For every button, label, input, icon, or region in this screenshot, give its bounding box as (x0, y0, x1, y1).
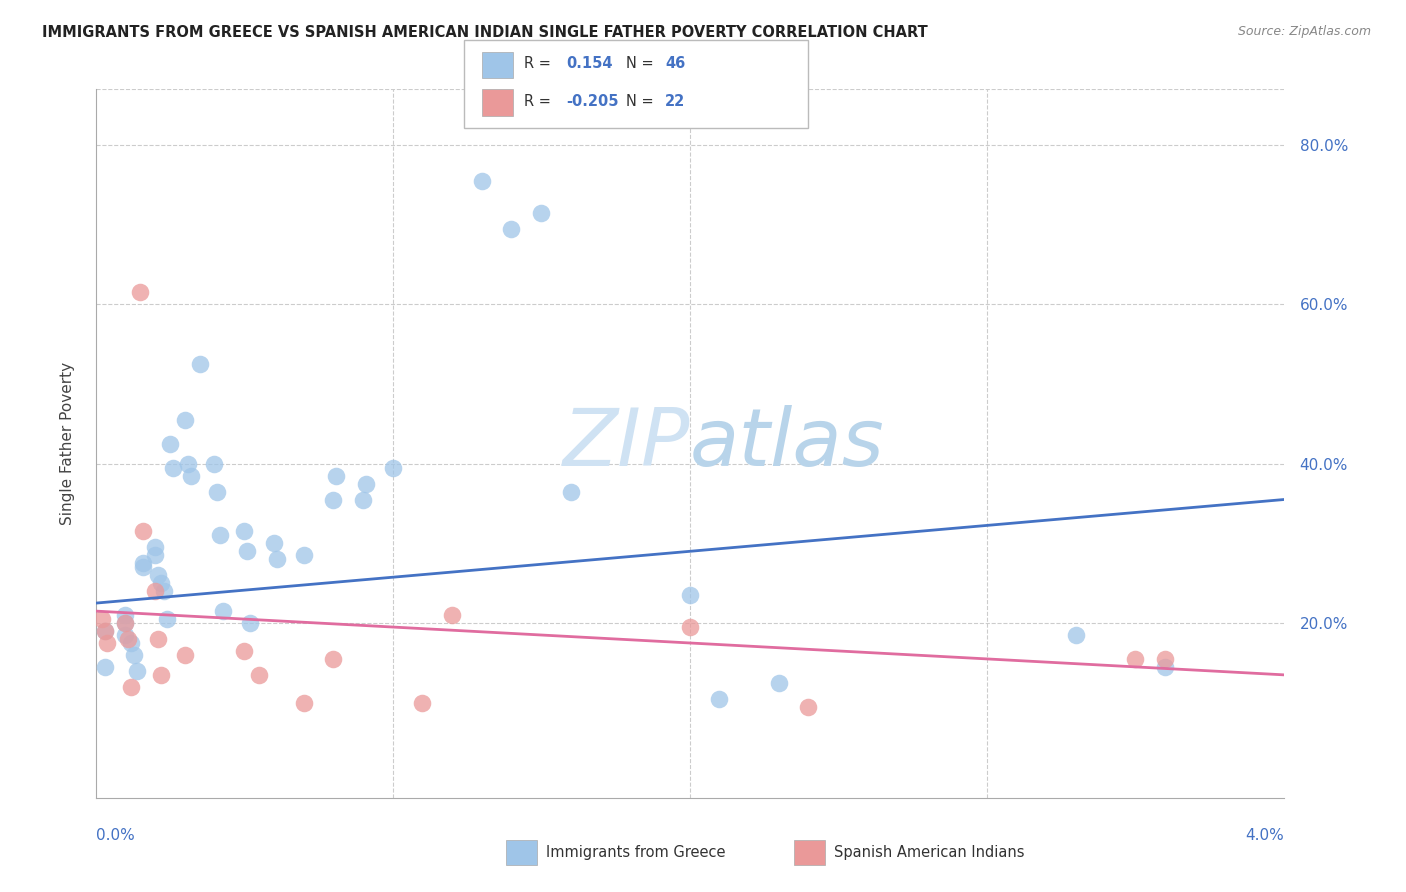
Point (1154, 660, 1177, 674)
Text: ZIP: ZIP (562, 405, 690, 483)
Point (153, 584, 176, 599)
Point (96, 636, 118, 650)
Point (114, 615, 136, 630)
Text: Immigrants from Greece: Immigrants from Greece (546, 846, 725, 860)
Point (322, 492, 344, 507)
Point (292, 549, 315, 563)
Point (143, 584, 166, 599)
Point (173, 413, 195, 427)
Point (325, 468, 347, 483)
Point (352, 492, 374, 507)
Point (132, 524, 155, 539)
Text: N =: N = (626, 94, 658, 109)
Point (117, 632, 139, 646)
Point (1123, 652, 1146, 666)
Point (204, 457, 226, 471)
Point (159, 436, 181, 450)
Point (322, 652, 344, 666)
Point (173, 648, 195, 662)
Point (501, 221, 523, 235)
Point (679, 588, 702, 602)
Point (212, 604, 235, 618)
Point (207, 484, 229, 499)
Point (679, 620, 702, 634)
Text: 0.154: 0.154 (567, 56, 613, 71)
Point (239, 615, 262, 630)
Point (188, 357, 211, 371)
Text: N =: N = (626, 56, 658, 71)
Point (127, 664, 149, 678)
Y-axis label: Single Father Poverty: Single Father Poverty (60, 362, 75, 525)
Text: 0.0%: 0.0% (96, 828, 135, 843)
Point (143, 541, 166, 555)
Point (114, 615, 136, 630)
Point (122, 648, 145, 662)
Point (209, 528, 232, 542)
Point (146, 632, 169, 646)
Point (1154, 652, 1177, 666)
Point (530, 205, 553, 219)
Point (233, 524, 256, 539)
Point (263, 536, 285, 550)
Point (156, 612, 179, 626)
Point (176, 457, 198, 471)
Point (247, 668, 270, 682)
Point (266, 552, 288, 566)
Point (132, 560, 155, 574)
Point (471, 174, 494, 188)
Point (441, 608, 464, 623)
Point (236, 544, 259, 558)
Point (93, 660, 115, 674)
Point (93, 624, 115, 638)
Point (292, 696, 315, 710)
Point (129, 285, 152, 300)
Text: 4.0%: 4.0% (1244, 828, 1284, 843)
Point (797, 699, 820, 714)
Point (1064, 628, 1087, 642)
Point (114, 628, 136, 642)
Point (120, 680, 142, 694)
Point (233, 644, 256, 658)
Point (354, 476, 377, 491)
Text: atlas: atlas (690, 405, 884, 483)
Text: 46: 46 (665, 56, 685, 71)
Point (411, 696, 433, 710)
Text: Spanish American Indians: Spanish American Indians (834, 846, 1024, 860)
Point (162, 460, 184, 475)
Text: Source: ZipAtlas.com: Source: ZipAtlas.com (1237, 25, 1371, 38)
Point (560, 484, 582, 499)
Text: R =: R = (524, 94, 555, 109)
Text: -0.205: -0.205 (567, 94, 619, 109)
Point (709, 691, 731, 706)
Point (768, 675, 790, 690)
Point (90, 612, 112, 626)
Point (149, 576, 172, 591)
Text: 22: 22 (665, 94, 685, 109)
Point (381, 460, 404, 475)
Point (132, 556, 155, 570)
Point (146, 568, 169, 582)
Point (143, 549, 166, 563)
Point (149, 668, 172, 682)
Point (180, 468, 202, 483)
Text: R =: R = (524, 56, 555, 71)
Text: IMMIGRANTS FROM GREECE VS SPANISH AMERICAN INDIAN SINGLE FATHER POVERTY CORRELAT: IMMIGRANTS FROM GREECE VS SPANISH AMERIC… (42, 25, 928, 40)
Point (93, 624, 115, 638)
Point (114, 608, 136, 623)
Point (120, 636, 142, 650)
